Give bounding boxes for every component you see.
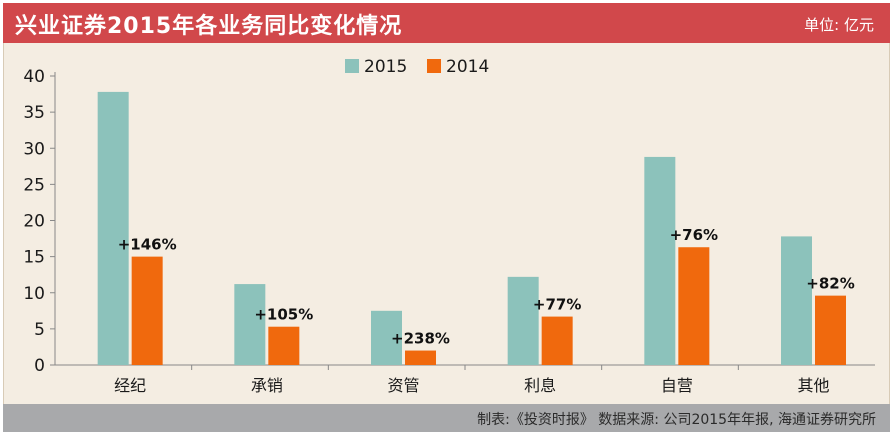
bar-2015 — [644, 156, 676, 365]
x-category-label: 承销 — [251, 376, 283, 395]
x-category-label: 资管 — [387, 376, 419, 395]
legend-swatch-2015 — [345, 59, 359, 73]
source-bar: 制表:《投资时报》 数据来源: 公司2015年年报, 海通证券研究所 — [3, 404, 890, 432]
y-tick-label: 35 — [23, 103, 45, 123]
legend-label-2014: 2014 — [446, 57, 489, 77]
growth-label: +238% — [391, 330, 450, 348]
growth-label: +105% — [254, 306, 313, 324]
chart-title: 兴业证券2015年各业务同比变化情况 — [15, 14, 403, 39]
x-category-label: 其他 — [797, 376, 829, 395]
x-category-label: 经纪 — [114, 376, 146, 395]
bar-2014 — [268, 326, 300, 365]
y-tick-label: 15 — [23, 248, 45, 268]
title-bar: 兴业证券2015年各业务同比变化情况 单位: 亿元 — [3, 3, 890, 43]
y-tick-label: 5 — [34, 320, 45, 340]
y-tick-label: 25 — [23, 175, 45, 195]
y-tick-label: 30 — [23, 139, 45, 159]
y-tick-label: 0 — [34, 356, 45, 376]
bar-2014 — [678, 247, 710, 365]
bar-2015 — [234, 284, 266, 365]
bar-2014 — [405, 350, 436, 365]
bar-2015 — [507, 276, 539, 365]
growth-label: +77% — [533, 296, 581, 314]
bar-2014 — [541, 316, 573, 365]
bar-2015 — [97, 91, 129, 366]
legend-label-2015: 2015 — [364, 57, 407, 77]
y-tick-label: 20 — [23, 212, 45, 232]
bar-2014 — [131, 256, 163, 365]
bar-2015 — [781, 236, 812, 365]
growth-label: +76% — [670, 226, 718, 244]
growth-label: +82% — [806, 275, 854, 293]
y-tick-label: 40 — [23, 67, 45, 87]
x-category-label: 自营 — [661, 376, 693, 395]
y-tick-label: 10 — [23, 284, 45, 304]
growth-label: +146% — [118, 236, 177, 254]
unit-label: 单位: 亿元 — [804, 16, 874, 34]
legend-swatch-2014 — [427, 59, 441, 73]
bar-2015 — [371, 310, 402, 365]
x-category-label: 利息 — [524, 376, 556, 395]
source-text: 制表:《投资时报》 数据来源: 公司2015年年报, 海通证券研究所 — [477, 412, 876, 428]
bar-2014 — [815, 295, 846, 365]
